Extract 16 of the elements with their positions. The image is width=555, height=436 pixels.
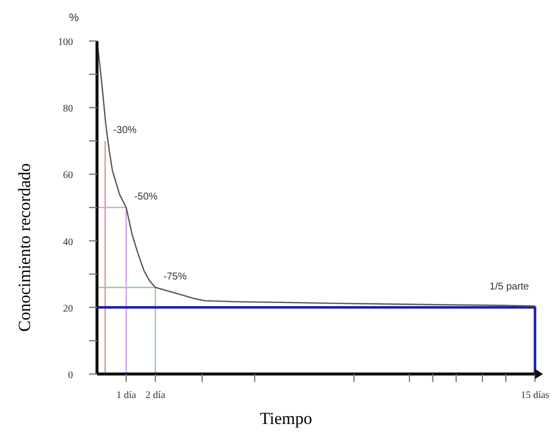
- y-tick-label: 20: [63, 303, 73, 314]
- x-tick-label: 2 día: [146, 390, 166, 401]
- x-tick-label: 1 día: [116, 390, 137, 401]
- x-axis-title: Tiempo: [260, 409, 312, 428]
- annotation: -50%: [134, 192, 158, 202]
- y-tick-label: 100: [58, 37, 73, 48]
- y-axis-title: Conocimiento recordado: [15, 163, 34, 332]
- y-tick-label: 80: [63, 104, 73, 115]
- y-tick-label: 60: [63, 170, 73, 182]
- x-tick-label: 15 días: [520, 390, 550, 401]
- annotation: -30%: [113, 124, 137, 136]
- y-tick-label: 0: [68, 370, 73, 381]
- annotation: -75%: [163, 271, 187, 282]
- annotation: 1/5 parte: [490, 281, 530, 292]
- text: %: [69, 12, 79, 24]
- y-tick-label: 40: [63, 236, 73, 248]
